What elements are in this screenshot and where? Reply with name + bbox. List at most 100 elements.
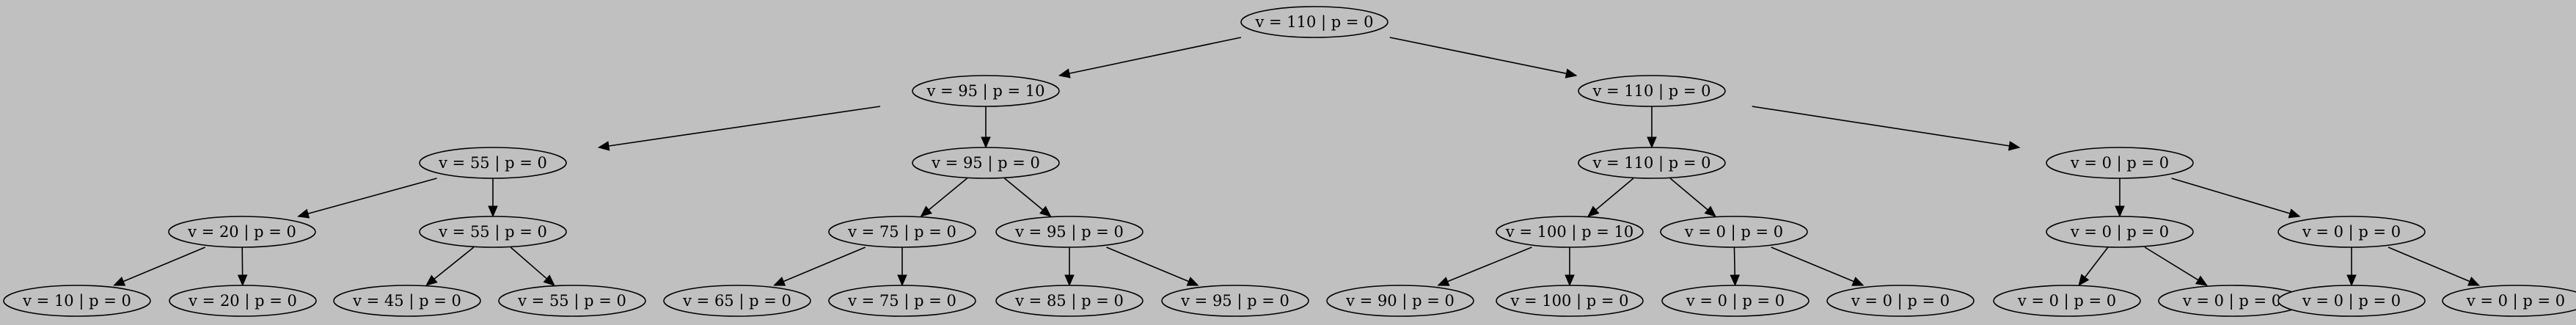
node-ellipse [828,285,976,317]
arrowhead-icon [981,136,991,149]
arrowhead-icon [1437,277,1450,286]
node-label: v = 0 | p = 0 [2466,292,2565,310]
node-ellipse [333,285,481,317]
node-label: v = 0 | p = 0 [1686,292,1785,310]
arrowhead-icon [920,205,932,217]
edge-n9-n19 [783,247,866,282]
edges-layer [113,37,2481,287]
node-ellipse [1496,285,1644,317]
arrowhead-icon [113,277,126,286]
tree-node: v = 55 | p = 0 [419,147,567,179]
node-ellipse [663,285,811,317]
tree-node: v = 85 | p = 0 [995,285,1144,317]
edge-n13-n28 [2144,247,2199,281]
tree-node: v = 65 | p = 0 [663,285,811,317]
arrowhead-icon [2115,205,2125,218]
node-ellipse [1240,6,1388,38]
arrowhead-icon [2467,277,2481,286]
node-ellipse [1826,285,1975,317]
tree-node: v = 20 | p = 0 [168,216,316,248]
edge-n12-n25 [1733,247,1736,276]
edge-n8-n17 [433,247,475,280]
arrowhead-icon [1851,277,1865,286]
node-ellipse [2046,147,2194,179]
tree-node: v = 110 | p = 0 [1578,75,1726,107]
arrowhead-icon [237,274,248,287]
node-label: v = 0 | p = 0 [2017,292,2116,310]
node-label: v = 45 | p = 0 [352,292,461,310]
arrowhead-icon [1647,136,1657,149]
arrowhead-icon [1730,274,1741,287]
edge-n6-n14 [2171,178,2291,214]
node-label: v = 75 | p = 0 [847,292,956,310]
node-label: v = 100 | p = 10 [1505,223,1633,241]
node-ellipse [168,216,316,248]
tree-node: v = 0 | p = 0 [2046,216,2194,248]
arrowhead-icon [597,141,610,151]
node-label: v = 95 | p = 0 [1180,292,1289,310]
node-label: v = 55 | p = 0 [517,292,626,310]
tree-node: v = 75 | p = 0 [828,216,976,248]
arrowhead-icon [1587,205,1600,217]
tree-node: v = 0 | p = 0 [2277,285,2426,317]
node-ellipse [419,216,567,248]
edge-n14-n30 [2387,247,2470,282]
edge-n4-n10 [1003,178,1044,211]
node-ellipse [828,216,976,248]
node-ellipse [1993,285,2141,317]
node-ellipse [1578,75,1726,107]
edge-n2-n6 [1752,106,2010,147]
tree-node: v = 45 | p = 0 [333,285,481,317]
edge-n7-n15 [122,247,206,282]
node-ellipse [995,285,1144,317]
arrowhead-icon [2195,275,2208,286]
node-ellipse [912,75,1060,107]
arrowhead-icon [897,274,907,287]
node-label: v = 0 | p = 0 [2182,292,2281,310]
tree-node: v = 0 | p = 0 [2158,285,2306,317]
arrowhead-icon [1186,277,1199,286]
node-ellipse [1161,285,1309,317]
edge-n10-n22 [1106,247,1189,282]
edge-n5-n12 [1669,178,1708,211]
tree-node: v = 10 | p = 0 [3,285,151,317]
edge-n5-n11 [1595,178,1634,211]
arrowhead-icon [1565,274,1575,287]
arrowhead-icon [425,274,438,286]
node-ellipse [995,216,1144,248]
node-label: v = 85 | p = 0 [1014,292,1124,310]
node-label: v = 95 | p = 0 [1014,223,1124,241]
node-ellipse [1660,216,1808,248]
node-ellipse [498,285,646,317]
node-label: v = 0 | p = 0 [1684,223,1783,241]
node-label: v = 55 | p = 0 [438,223,547,241]
tree-node: v = 0 | p = 0 [1993,285,2141,317]
node-ellipse [1326,285,1474,317]
node-label: v = 75 | p = 0 [847,223,956,241]
node-ellipse [1496,216,1644,248]
arrowhead-icon [2078,274,2090,287]
arrowhead-icon [1565,68,1578,78]
arrowhead-icon [2346,274,2357,287]
node-label: v = 20 | p = 0 [187,223,296,241]
tree-node: v = 90 | p = 0 [1326,285,1474,317]
arrowhead-icon [1064,274,1075,287]
node-label: v = 10 | p = 0 [22,292,131,310]
edge-n0-n1 [1069,37,1242,74]
tree-node: v = 110 | p = 0 [1240,6,1388,38]
edge-n1-n3 [608,106,881,147]
node-label: v = 55 | p = 0 [438,154,547,172]
node-label: v = 0 | p = 0 [2302,223,2401,241]
node-label: v = 0 | p = 0 [2302,292,2401,310]
tree-node: v = 55 | p = 0 [419,216,567,248]
arrowhead-icon [1704,205,1716,217]
edge-n3-n7 [307,178,437,215]
node-label: v = 110 | p = 0 [1592,82,1710,101]
tree-node: v = 0 | p = 0 [2277,216,2426,248]
tree-node: v = 110 | p = 0 [1578,147,1726,179]
tree-node: v = 55 | p = 0 [498,285,646,317]
node-ellipse [1661,285,1810,317]
edge-n0-n2 [1389,37,1567,74]
node-label: v = 110 | p = 0 [1254,13,1373,32]
